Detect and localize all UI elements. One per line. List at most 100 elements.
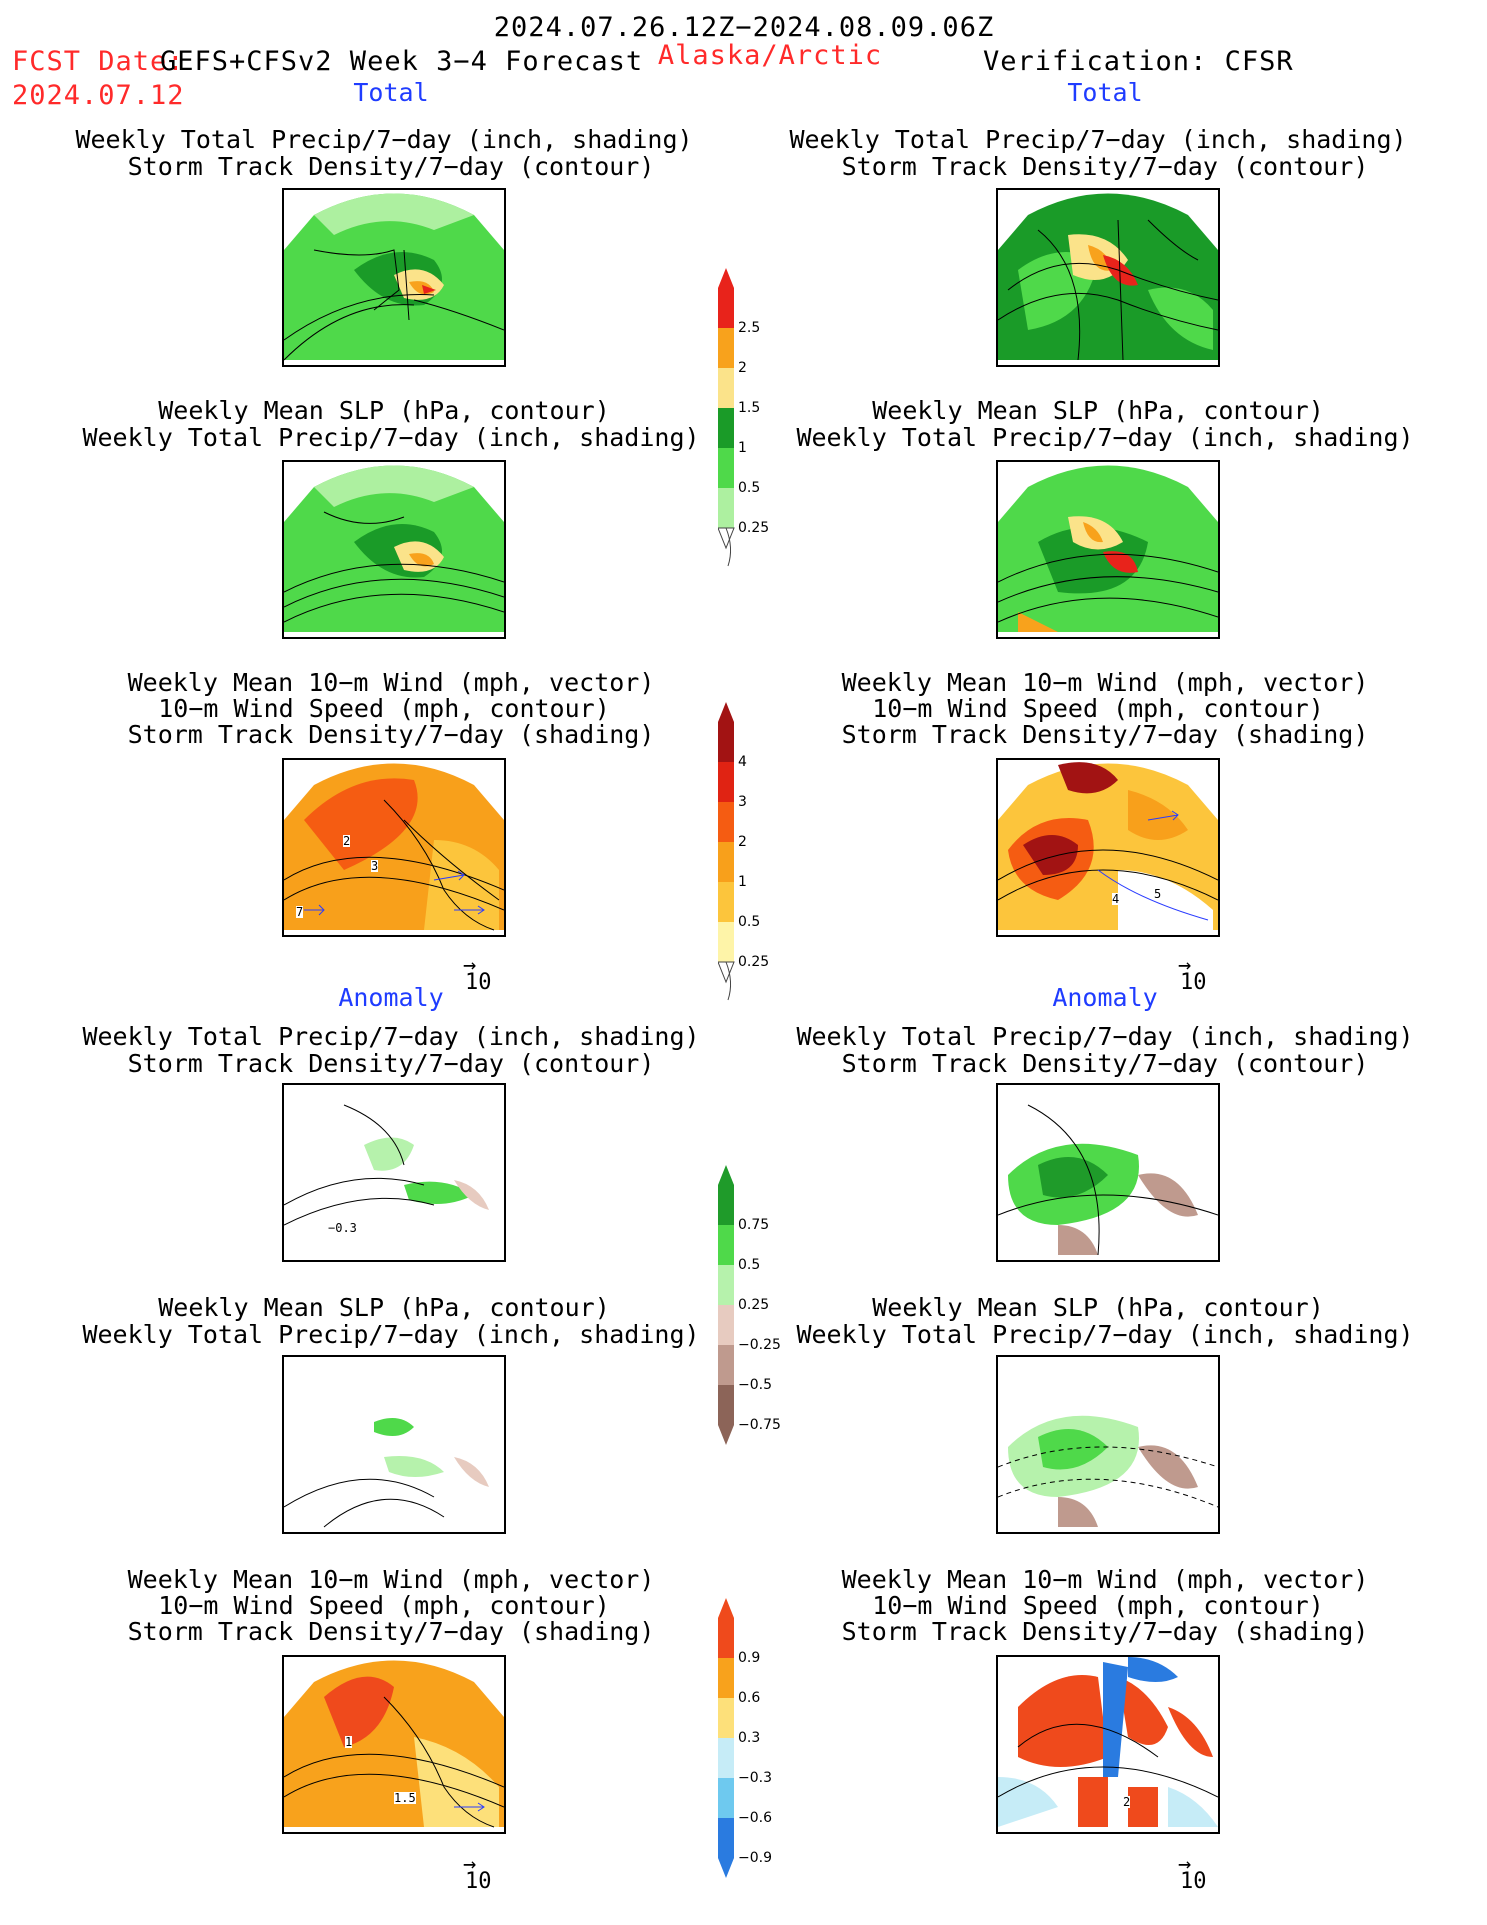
colorbar-swatch [718,882,734,922]
colorbar-swatch [718,1385,734,1425]
colorbar-swatch [718,1618,734,1658]
caption-fcst-anom-slp-1: Weekly Mean SLP (hPa, contour) [158,1293,610,1322]
caption-obs-anom-precip-1: Weekly Total Precip/7−day (inch, shading… [796,1022,1414,1051]
colorbar-tick-label: −0.5 [738,1377,772,1393]
colorbar-swatch [718,762,734,802]
colorbar-swatch [718,328,734,368]
colorbar-graphic [718,1598,734,1878]
caption-obs-anom-wind-2: 10−m Wind Speed (mph, contour) [872,1591,1324,1620]
colorbar-tick-label: −0.25 [738,1337,781,1353]
map-fcst-anom-slp [282,1355,506,1534]
colorbar-cap-bottom [718,1425,734,1445]
contour-label: 2 [1123,1795,1131,1809]
colorbar-anom-precip: 0.75 0.5 0.25 −0.25 −0.5 −0.75 [718,1165,781,1449]
map-obs-total-slp [996,460,1220,639]
caption-fcst-anom-wind-2: 10−m Wind Speed (mph, contour) [158,1591,610,1620]
verification-title: Verification: CFSR [983,46,1294,77]
section-total-right: Total [1067,78,1143,107]
colorbar-swatch [718,488,734,528]
colorbar-tick-label: 0.75 [738,1217,770,1233]
caption-fcst-total-wind-1: Weekly Mean 10−m Wind (mph, vector) [127,668,655,697]
colorbar-anom-storm-density: 0.9 0.6 0.3 −0.3 −0.6 −0.9 [718,1598,772,1882]
caption-fcst-total-wind-2: 10−m Wind Speed (mph, contour) [158,694,610,723]
colorbar-tail [725,961,732,1001]
map-fcst-total-precip [282,188,506,367]
colorbar-tick-label: 1 [738,440,747,456]
colorbar-cap-bottom [718,1858,734,1878]
colorbar-swatch [718,1185,734,1225]
colorbar-swatch [718,1305,734,1345]
caption-fcst-total-precip-2: Storm Track Density/7−day (contour) [127,152,655,181]
map-obs-anom-slp [996,1355,1220,1534]
colorbar-tick-label: 1.5 [738,400,761,416]
colorbar-cap-top [718,268,734,288]
colorbar-tick-label: 3 [738,794,747,810]
map-fcst-anom-precip [282,1083,506,1262]
colorbar-tick-label: 0.25 [738,520,770,536]
caption-obs-anom-precip-2: Storm Track Density/7−day (contour) [841,1049,1369,1078]
ref-vector-label: 10 [465,970,492,995]
caption-fcst-anom-wind-3: Storm Track Density/7−day (shading) [127,1617,655,1646]
fcst-date-prefix: FCST Date: [12,46,185,77]
caption-obs-total-wind-3: Storm Track Density/7−day (shading) [841,720,1369,749]
section-total-left: Total [353,78,429,107]
colorbar-tick-label: −0.3 [738,1770,772,1786]
colorbar-swatch [718,408,734,448]
colorbar-cap-top [718,702,734,722]
ref-vector-arrow-icon: → [463,953,477,978]
colorbar-tick-label: −0.75 [738,1417,781,1433]
colorbar-graphic [717,702,735,1001]
caption-fcst-total-slp-2: Weekly Total Precip/7−day (inch, shading… [82,423,700,452]
map-obs-anom-wind [996,1655,1220,1834]
caption-obs-anom-slp-2: Weekly Total Precip/7−day (inch, shading… [796,1320,1414,1349]
colorbar-tick-label: −0.6 [738,1810,772,1826]
caption-obs-total-wind-1: Weekly Mean 10−m Wind (mph, vector) [841,668,1369,697]
caption-fcst-total-slp-1: Weekly Mean SLP (hPa, contour) [158,396,610,425]
colorbar-swatch [718,722,734,762]
colorbar-swatch [718,802,734,842]
section-anomaly-left: Anomaly [338,983,444,1012]
contour-label: −0.3 [328,1221,357,1235]
colorbar-total-storm-density: 4 3 2 1 0.5 0.25 [717,702,769,1006]
caption-obs-anom-wind-1: Weekly Mean 10−m Wind (mph, vector) [841,1565,1369,1594]
colorbar-swatch [718,368,734,408]
colorbar-swatch [718,1345,734,1385]
colorbar-cap-bottom [717,527,735,550]
contour-label: 1 [345,1735,353,1749]
section-anomaly-right: Anomaly [1052,983,1158,1012]
ref-vector-label: 10 [1180,970,1207,995]
ref-vector-label: 10 [1180,1869,1207,1894]
colorbar-tick-label: 0.25 [738,954,770,970]
colorbar-cap-bottom [717,961,735,984]
colorbar-swatch [718,842,734,882]
map-fcst-total-wind [282,758,506,937]
colorbar-tick-label: 0.6 [738,1690,761,1706]
caption-obs-total-wind-2: 10−m Wind Speed (mph, contour) [872,694,1324,723]
colorbar-cap-top [718,1598,734,1618]
colorbar-swatch [718,1658,734,1698]
ref-vector-arrow-icon: → [1178,953,1192,978]
colorbar-swatch [718,1698,734,1738]
ref-vector-arrow-icon: → [463,1852,477,1877]
colorbar-tick-label: 0.5 [738,1257,761,1273]
contour-label: 4 [1112,892,1120,906]
colorbar-swatch [718,1738,734,1778]
ref-vector-arrow-icon: → [1178,1852,1192,1877]
caption-obs-total-slp-2: Weekly Total Precip/7−day (inch, shading… [796,423,1414,452]
colorbar-swatch [718,922,734,962]
colorbar-swatch [718,1778,734,1818]
colorbar-swatch [718,448,734,488]
caption-fcst-anom-precip-2: Storm Track Density/7−day (contour) [127,1049,655,1078]
colorbar-swatch [718,1265,734,1305]
colorbar-graphic [717,268,735,567]
caption-fcst-total-wind-3: Storm Track Density/7−day (shading) [127,720,655,749]
caption-fcst-anom-precip-1: Weekly Total Precip/7−day (inch, shading… [82,1022,700,1051]
contour-label: 7 [296,905,304,919]
colorbar-tick-label: 0.3 [738,1730,761,1746]
map-fcst-total-slp [282,460,506,639]
colorbar-tick-label: 0.25 [738,1297,770,1313]
contour-label: 2 [343,834,351,848]
caption-fcst-anom-slp-2: Weekly Total Precip/7−day (inch, shading… [82,1320,700,1349]
colorbar-tick-label: 2 [738,834,747,850]
fcst-date: 2024.07.12 [12,80,185,111]
